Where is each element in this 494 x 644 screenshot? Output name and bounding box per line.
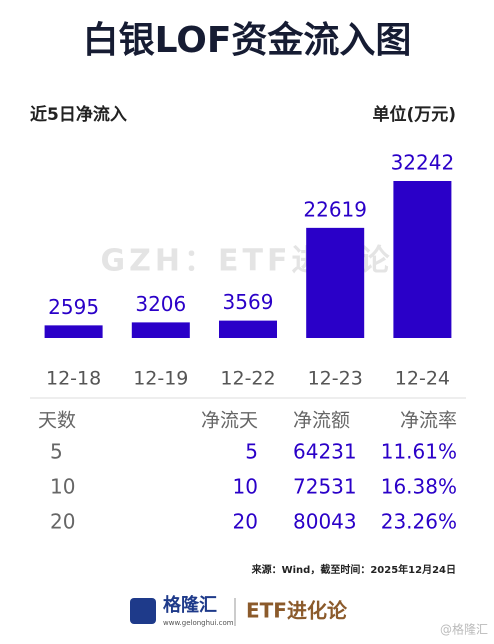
channel: ETF进化论 (246, 599, 348, 623)
bar (306, 227, 365, 338)
x-tick-label: 12-19 (133, 368, 188, 390)
table-cell: 72531 (293, 475, 357, 499)
table-cell: 16.38% (381, 475, 457, 499)
table-header: 净流天 (201, 410, 258, 432)
table-cell: 11.61% (381, 440, 457, 464)
value-label: 32242 (391, 151, 455, 175)
table-header: 净流额 (293, 410, 350, 432)
value-label: 2595 (48, 295, 99, 319)
brand-url: www.gelonghui.com (163, 619, 234, 627)
table-cell: 20 (233, 510, 258, 534)
table-cell: 10 (50, 475, 75, 499)
logo-icon (130, 598, 156, 624)
bar (44, 325, 103, 338)
x-tick-label: 12-23 (308, 368, 363, 390)
subtitle: 近5日净流入 (30, 104, 127, 125)
table-header: 天数 (38, 410, 76, 432)
unit: 单位(万元) (372, 104, 456, 125)
table-header: 净流率 (400, 410, 457, 432)
value-label: 22619 (303, 197, 367, 221)
bar (219, 320, 277, 338)
x-tick-label: 12-22 (220, 368, 275, 390)
corner-mark: @格隆汇 (440, 622, 488, 637)
table-cell: 20 (50, 510, 75, 534)
source: 来源：Wind，截至时间：2025年12月24日 (251, 563, 456, 576)
value-label: 3569 (223, 290, 274, 314)
table-cell: 23.26% (381, 510, 457, 534)
brand: 格隆汇 (163, 594, 217, 616)
table-cell: 80043 (293, 510, 357, 534)
table-cell: 10 (233, 475, 258, 499)
chart-title: 白银LOF资金流入图 (83, 19, 412, 61)
table-cell: 5 (50, 440, 63, 464)
table-cell: 5 (245, 440, 258, 464)
bar (131, 322, 190, 338)
bar (393, 181, 452, 338)
x-tick-label: 12-18 (46, 368, 101, 390)
table-cell: 64231 (293, 440, 357, 464)
value-label: 3206 (135, 292, 186, 316)
x-tick-label: 12-24 (395, 368, 450, 390)
